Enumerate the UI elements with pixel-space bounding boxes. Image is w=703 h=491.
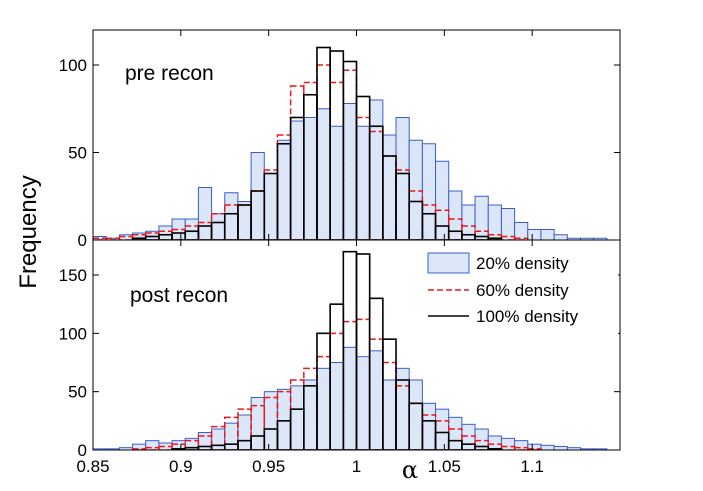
bar (276, 139, 292, 240)
bar (408, 379, 423, 450)
bar (303, 379, 318, 450)
bar (527, 448, 542, 450)
bar (474, 195, 489, 240)
y-tick-label: 50 (68, 383, 87, 402)
x-tick-label: 0.9 (169, 457, 193, 476)
bar (500, 208, 516, 240)
panel-title: post recon (130, 284, 228, 307)
bar (316, 367, 331, 450)
legend: 20% density 60% density 100% density (420, 246, 618, 334)
bar (290, 385, 305, 450)
legend-swatch-20 (427, 252, 470, 274)
bar (369, 350, 384, 450)
bar (540, 444, 555, 450)
bar (421, 143, 437, 240)
bar (303, 117, 318, 240)
bar (382, 379, 397, 450)
bar (342, 103, 358, 240)
bar (514, 222, 529, 240)
series-100-density (131, 46, 503, 240)
bar (593, 448, 608, 450)
y-tick-label: 150 (59, 266, 87, 285)
bar (421, 402, 437, 450)
series-20-density (93, 346, 608, 450)
bar (290, 120, 305, 240)
bar (461, 423, 476, 450)
bar (356, 125, 371, 240)
y-tick-label: 0 (78, 441, 87, 460)
bar (211, 428, 226, 450)
bar (513, 237, 529, 240)
bar (237, 414, 252, 450)
bar (197, 187, 213, 240)
bar (263, 173, 278, 240)
bar (448, 416, 463, 450)
bar (316, 108, 331, 240)
bar (487, 435, 502, 450)
panels-group: 0 50 100 pre recon 0 50 100 150 post recon (59, 29, 621, 460)
legend-label: 60% density (476, 281, 569, 300)
bar (434, 209, 450, 240)
bar (553, 446, 568, 450)
y-tick-label: 100 (59, 56, 87, 75)
x-tick-label: 1.1 (520, 457, 544, 476)
x-axis-label: α (402, 456, 418, 484)
y-tick-label: 100 (59, 324, 87, 343)
x-tick-label: 0.95 (252, 457, 285, 476)
bar (527, 229, 542, 240)
bar (382, 134, 397, 240)
bar (553, 234, 568, 240)
series-20-density (93, 99, 608, 240)
bar (158, 225, 173, 240)
bar (435, 160, 450, 240)
panel-pre-recon: 0 50 100 pre recon (59, 29, 621, 250)
y-axis-label: Frequency (15, 175, 42, 288)
bar (145, 440, 160, 450)
bar (500, 437, 516, 450)
bar (342, 346, 358, 450)
bar (276, 388, 292, 450)
legend-label: 100% density (476, 307, 579, 326)
y-tick-label: 0 (78, 231, 87, 250)
y-tick-label: 50 (68, 144, 87, 163)
panel-title: pre recon (125, 62, 214, 85)
legend-label: 20% density (476, 254, 569, 273)
bar (197, 432, 213, 450)
bar (369, 99, 384, 240)
bar (487, 448, 503, 450)
bar (329, 125, 344, 240)
bar (435, 408, 450, 450)
bar (224, 192, 239, 240)
bar (514, 440, 529, 450)
x-tick-label: 0.85 (76, 457, 109, 476)
bar (263, 391, 278, 450)
bar (356, 356, 371, 450)
panel-post-recon: 0 50 100 150 post recon (59, 239, 621, 460)
bar (329, 362, 344, 450)
x-tick-label: 1 (352, 457, 361, 476)
bar (540, 229, 555, 240)
bar (448, 190, 463, 240)
bar (118, 234, 134, 240)
x-tick-label: 1.05 (428, 457, 461, 476)
bar (184, 218, 199, 240)
bar (224, 422, 239, 450)
x-tick-labels: 0.85 0.9 0.95 1 1.05 1.1 (76, 457, 544, 476)
plot-area (93, 46, 608, 240)
bar (395, 117, 410, 240)
bar (408, 139, 423, 240)
bar (250, 152, 265, 240)
bar (211, 213, 226, 240)
bar (237, 201, 252, 240)
bar (593, 237, 608, 240)
bar (487, 237, 503, 240)
